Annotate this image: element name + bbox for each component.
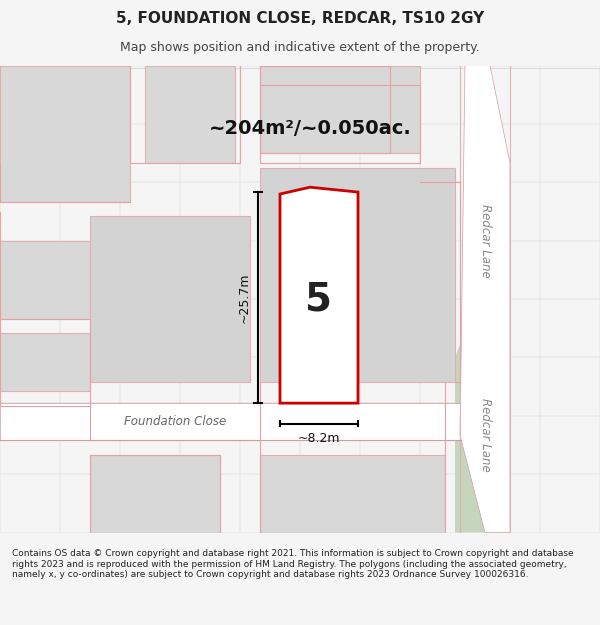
Bar bbox=[260, 455, 445, 532]
Bar bbox=[0, 403, 470, 440]
Text: Redcar Lane: Redcar Lane bbox=[479, 204, 493, 278]
Text: Contains OS data © Crown copyright and database right 2021. This information is : Contains OS data © Crown copyright and d… bbox=[12, 549, 574, 579]
Bar bbox=[0, 66, 130, 202]
Bar bbox=[260, 66, 420, 153]
Bar bbox=[0, 241, 90, 319]
Bar bbox=[0, 333, 90, 391]
Polygon shape bbox=[280, 188, 358, 403]
Text: ~25.7m: ~25.7m bbox=[238, 272, 251, 323]
Text: Redcar Lane: Redcar Lane bbox=[479, 398, 493, 472]
Bar bbox=[0, 241, 90, 319]
Bar bbox=[260, 455, 445, 532]
Bar bbox=[260, 66, 420, 153]
Polygon shape bbox=[460, 66, 510, 532]
Bar bbox=[0, 333, 90, 391]
Text: Foundation Close: Foundation Close bbox=[124, 415, 226, 428]
Bar bbox=[260, 168, 455, 382]
Bar bbox=[0, 66, 130, 202]
Text: 5, FOUNDATION CLOSE, REDCAR, TS10 2GY: 5, FOUNDATION CLOSE, REDCAR, TS10 2GY bbox=[116, 11, 484, 26]
Bar bbox=[90, 455, 220, 532]
Text: ~204m²/~0.050ac.: ~204m²/~0.050ac. bbox=[209, 119, 412, 138]
Bar bbox=[260, 168, 455, 382]
Bar bbox=[90, 455, 220, 532]
Text: 5: 5 bbox=[305, 280, 332, 318]
Bar bbox=[145, 66, 235, 163]
Bar bbox=[90, 216, 250, 382]
Text: Map shows position and indicative extent of the property.: Map shows position and indicative extent… bbox=[120, 41, 480, 54]
Bar bbox=[145, 66, 235, 163]
Bar bbox=[90, 216, 250, 382]
Polygon shape bbox=[455, 319, 510, 532]
Text: ~8.2m: ~8.2m bbox=[298, 432, 340, 444]
